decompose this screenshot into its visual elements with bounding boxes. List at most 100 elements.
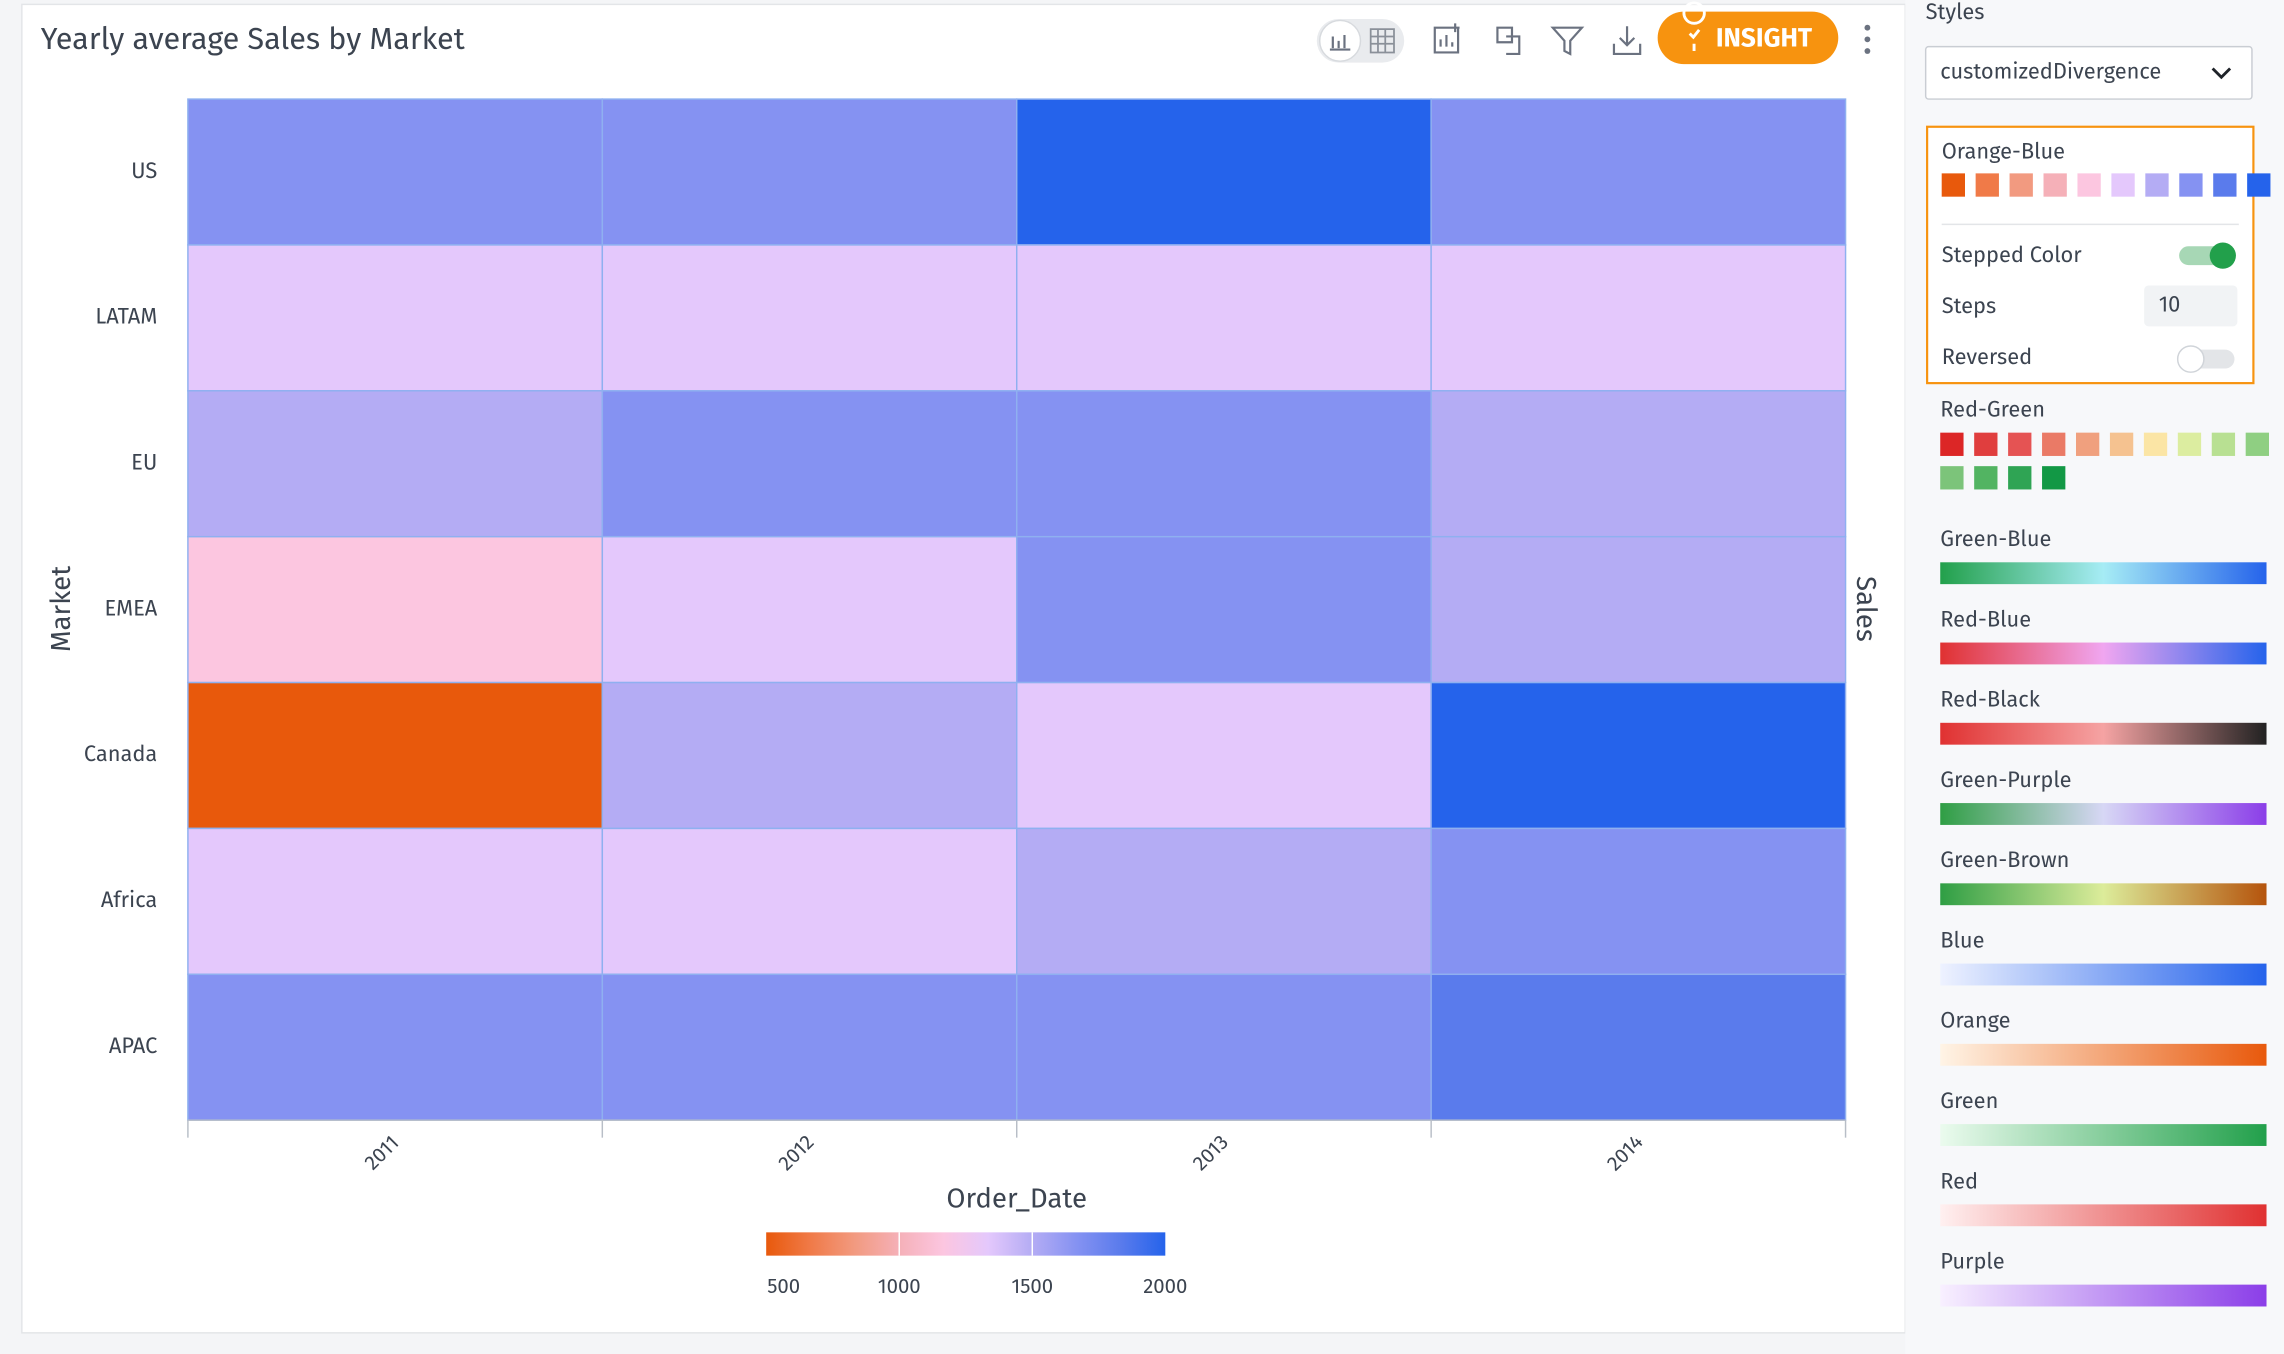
palette-name[interactable]: Red-Black — [1940, 687, 2040, 713]
heat-cell — [187, 973, 604, 1121]
heat-cell — [187, 827, 604, 976]
palette-swatch[interactable] — [2177, 432, 2202, 456]
palette-swatch — [2077, 173, 2101, 197]
palette-swatch[interactable] — [2075, 432, 2100, 456]
heat-cell — [1016, 390, 1432, 538]
palette-swatch[interactable] — [2008, 466, 2032, 490]
heat-cell — [601, 390, 1018, 538]
colorbar — [766, 1232, 1166, 1256]
palette-gradient[interactable] — [1940, 722, 2267, 745]
heat-cell — [187, 535, 604, 684]
setting-label: Stepped Color — [1942, 242, 2083, 268]
more-dot[interactable] — [1864, 36, 1871, 43]
y-tick-label: LATAM — [95, 304, 157, 330]
chart-icon — [1329, 34, 1351, 51]
heat-cell — [1016, 681, 1432, 830]
palette-gradient[interactable] — [1940, 642, 2267, 665]
y-tick-label: EU — [131, 450, 157, 476]
stepped-toggle-knob — [2209, 242, 2236, 269]
colorbar-tick-label: 1000 — [878, 1275, 921, 1299]
heat-cell — [601, 98, 1018, 246]
palette-swatch[interactable] — [1974, 466, 1998, 490]
colorbar-tick-label: 2000 — [1143, 1275, 1187, 1299]
colorbar-title: Sales — [1849, 576, 1882, 642]
palette-gradient[interactable] — [1940, 562, 2267, 585]
palette-name[interactable]: Purple — [1940, 1249, 2004, 1275]
palette-name[interactable]: Red — [1940, 1168, 1978, 1194]
download-icon[interactable] — [1612, 26, 1642, 56]
palette-swatch — [1941, 173, 1965, 197]
heat-cell — [1430, 535, 1847, 684]
y-tick-label: Africa — [101, 887, 158, 913]
colorbar-tick-label: 500 — [767, 1275, 800, 1299]
table-icon[interactable] — [1369, 28, 1395, 54]
palette-swatch — [2111, 173, 2135, 197]
palette-swatch — [1975, 173, 1999, 197]
filter-icon[interactable] — [1550, 26, 1585, 56]
style-select-value: customizedDivergence — [1940, 59, 2161, 85]
palette-gradient[interactable] — [1940, 1043, 2267, 1066]
palette-gradient[interactable] — [1940, 1284, 2267, 1307]
palette-name[interactable]: Green-Blue — [1940, 526, 2051, 552]
toggle-knob — [1318, 19, 1362, 62]
palette-name[interactable]: Green-Purple — [1940, 767, 2071, 793]
reversed-toggle-knob — [2176, 345, 2205, 373]
add-chart-icon[interactable] — [1433, 23, 1460, 54]
copy-icon[interactable] — [1496, 26, 1521, 56]
chart-title: Yearly average Sales by Market — [41, 21, 466, 58]
palette-swatch[interactable] — [1974, 432, 1998, 456]
heat-cell — [1016, 535, 1432, 684]
palette-name[interactable]: Green — [1940, 1088, 1998, 1114]
palette-name[interactable]: Red-Green — [1940, 397, 2045, 423]
y-tick-label: EMEA — [104, 595, 157, 621]
heat-cell — [1016, 827, 1432, 976]
palette-swatch[interactable] — [1940, 432, 1964, 456]
palette-list: Orange-Blue Stepped Color Steps 10 Reversed R… — [1940, 139, 2271, 1307]
palette-swatch[interactable] — [2109, 432, 2134, 456]
steps-value: 10 — [2159, 292, 2181, 318]
heat-cell — [601, 535, 1018, 684]
heat-cell — [1430, 98, 1847, 246]
heat-cell — [187, 681, 604, 830]
heat-cell — [601, 244, 1018, 392]
insight-button[interactable] — [1657, 11, 1839, 65]
palette-swatch[interactable] — [1940, 466, 1964, 490]
palette-swatch[interactable] — [2211, 432, 2236, 456]
palette-swatch[interactable] — [2042, 432, 2066, 456]
insight-icon — [1682, 1, 1706, 52]
more-dot[interactable] — [1864, 48, 1871, 54]
palette-swatch — [2043, 173, 2067, 197]
heat-cell — [601, 973, 1018, 1121]
steps-input[interactable] — [2144, 285, 2238, 327]
x-axis-title: Order_Date — [946, 1183, 1087, 1216]
more-dot[interactable] — [1864, 24, 1871, 31]
palette-swatch — [2009, 173, 2033, 197]
palette-gradient[interactable] — [1940, 883, 2267, 906]
palette-gradient[interactable] — [1940, 1204, 2267, 1227]
palette-name[interactable]: Red-Blue — [1940, 606, 2031, 632]
y-tick-label: US — [131, 158, 157, 184]
setting-label: Steps — [1942, 293, 1997, 319]
panel-label: Styles — [1926, 0, 1985, 25]
palette-name[interactable]: Orange — [1940, 1008, 2010, 1034]
heat-cell — [1016, 98, 1432, 246]
palette-swatch[interactable] — [2143, 432, 2168, 456]
palette-name[interactable]: Green-Brown — [1940, 847, 2069, 873]
palette-swatch[interactable] — [2245, 432, 2269, 456]
y-axis-title: Market — [45, 566, 78, 652]
style-select[interactable] — [1924, 45, 2253, 100]
palette-swatch[interactable] — [2042, 466, 2066, 490]
palette-swatch[interactable] — [2008, 432, 2032, 456]
palette-swatch — [2145, 173, 2169, 197]
heat-cell — [1016, 973, 1432, 1121]
heat-cell — [1430, 827, 1847, 976]
palette-gradient[interactable] — [1940, 1124, 2267, 1146]
palette-gradient[interactable] — [1940, 803, 2267, 825]
heat-cell — [1430, 244, 1847, 392]
heat-cell — [187, 244, 604, 392]
palette-gradient[interactable] — [1940, 963, 2267, 986]
palette-name[interactable]: Blue — [1940, 927, 1984, 953]
